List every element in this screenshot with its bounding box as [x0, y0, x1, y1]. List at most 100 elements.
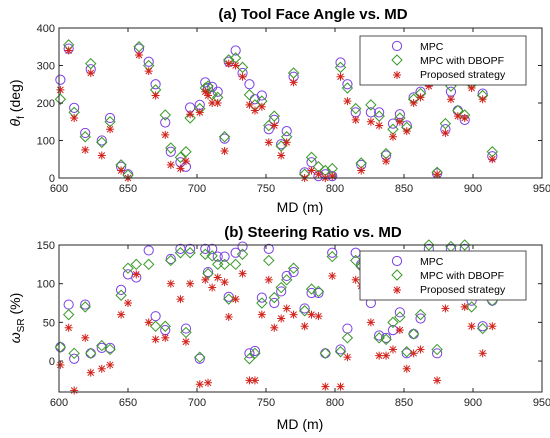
mpc-dbopf-marker — [280, 274, 293, 286]
legend-marker-mpc-dbopf — [391, 54, 403, 66]
mpc-dbopf-marker — [184, 112, 196, 124]
plot-area-frame — [58, 244, 543, 393]
proposed-marker — [135, 51, 144, 59]
y-tick-label: 0 — [49, 356, 55, 368]
mpc-marker — [160, 325, 171, 336]
proposed-marker — [220, 147, 229, 155]
proposed-marker — [86, 69, 95, 77]
y-tick-label: 150 — [37, 240, 55, 252]
proposed-marker — [409, 99, 418, 107]
y-axis-label-symbol: ω — [7, 332, 23, 343]
x-tick-label: 850 — [395, 183, 413, 195]
mpc-marker — [185, 243, 196, 254]
mpc-marker — [212, 251, 223, 262]
mpc-marker — [288, 266, 299, 278]
mpc-marker — [335, 344, 346, 355]
proposed-marker — [446, 95, 455, 104]
mpc-marker — [180, 323, 192, 334]
mpc-dbopf-marker — [115, 289, 127, 301]
mpc-dbopf-marker — [159, 320, 171, 332]
legend-box — [359, 250, 527, 301]
x-tick-label: 800 — [326, 397, 344, 409]
mpc-dbopf-marker — [122, 262, 134, 274]
x-tick-label: 850 — [395, 397, 413, 409]
x-axis-label: MD (m) — [277, 416, 324, 432]
y-tick-label: 300 — [37, 61, 55, 73]
proposed-marker — [220, 278, 229, 287]
proposed-marker — [195, 108, 204, 117]
mpc-marker — [374, 330, 385, 341]
mpc-dbopf-marker — [79, 301, 91, 313]
proposed-marker — [357, 166, 366, 175]
proposed-marker — [56, 360, 65, 369]
axis-ticks: 600 650 700 750 800 850 900 950 0 50 100 150 — [37, 240, 550, 409]
mpc-dbopf-marker — [180, 146, 192, 158]
y-axis-label-subscript: SR — [16, 318, 27, 332]
mpc-marker — [269, 297, 280, 309]
legend-marker-proposed — [393, 286, 401, 294]
proposed-marker — [151, 91, 160, 100]
mpc-dbopf-marker — [414, 308, 427, 321]
mpc-dbopf-marker — [334, 346, 347, 358]
proposed-marker — [70, 386, 79, 395]
panel-steering-ratio: (b) Steering Ratio vs. MD 600 650 700 750 80… — [7, 224, 550, 432]
proposed-marker — [409, 349, 418, 358]
mpc-marker — [104, 342, 116, 353]
proposed-marker — [264, 275, 273, 284]
mpc-marker — [104, 112, 116, 124]
mpc-dbopf-marker — [476, 322, 489, 335]
mpc-marker — [150, 79, 161, 90]
proposed-marker — [64, 46, 73, 55]
mpc-dbopf-marker — [394, 311, 406, 323]
mpc-dbopf-marker — [202, 80, 214, 92]
mpc-marker — [69, 353, 80, 364]
proposed-marker — [351, 275, 360, 284]
proposed-marker — [395, 326, 404, 335]
y-tick-label: 0 — [49, 173, 55, 185]
mpc-dbopf-marker — [236, 248, 249, 260]
mpc-dbopf-marker — [96, 339, 108, 352]
proposed-marker — [388, 132, 397, 141]
mpc-dbopf-marker — [373, 110, 385, 122]
mpc-dbopf-marker — [62, 308, 75, 321]
mpc-dbopf-marker — [79, 131, 91, 143]
chart-title: (a) Tool Face Angle vs. MD — [218, 6, 407, 23]
mpc-marker — [365, 107, 376, 118]
mpc-marker — [477, 321, 488, 332]
mpc-marker — [432, 348, 443, 359]
mpc-dbopf-marker — [174, 247, 187, 259]
mpc-dbopf-marker — [223, 293, 235, 305]
proposed-marker — [117, 310, 126, 319]
mpc-marker — [230, 45, 241, 56]
x-tick-label: 600 — [50, 397, 68, 409]
proposed-marker — [416, 345, 425, 354]
mpc-marker — [281, 126, 292, 137]
proposed-marker — [81, 333, 90, 342]
proposed-marker — [151, 335, 160, 344]
proposed-marker — [375, 121, 384, 130]
mpc-marker — [143, 245, 154, 256]
proposed-marker — [351, 115, 360, 124]
y-axis-label-unit: (%) — [7, 293, 23, 319]
proposed-marker — [270, 323, 279, 332]
proposed-marker — [336, 72, 345, 81]
mpc-dbopf-marker — [133, 41, 145, 53]
proposed-marker — [106, 360, 115, 369]
mpc-marker — [313, 287, 324, 299]
proposed-marker — [195, 380, 204, 389]
mpc-marker — [244, 348, 255, 359]
mpc-dbopf-marker — [174, 151, 187, 164]
mpc-dbopf-marker — [85, 347, 97, 360]
proposed-marker — [321, 382, 330, 391]
mpc-dbopf-marker — [104, 343, 116, 356]
proposed-marker — [97, 151, 106, 160]
x-tick-label: 700 — [188, 183, 206, 195]
proposed-marker — [433, 376, 442, 385]
mpc-dbopf-marker — [275, 281, 287, 294]
mpc-dbopf-marker — [243, 89, 256, 101]
mpc-marker — [165, 146, 176, 157]
proposed-marker — [204, 378, 213, 387]
proposed-marker — [366, 318, 375, 327]
proposed-marker — [478, 95, 487, 104]
proposed-marker — [176, 295, 185, 304]
